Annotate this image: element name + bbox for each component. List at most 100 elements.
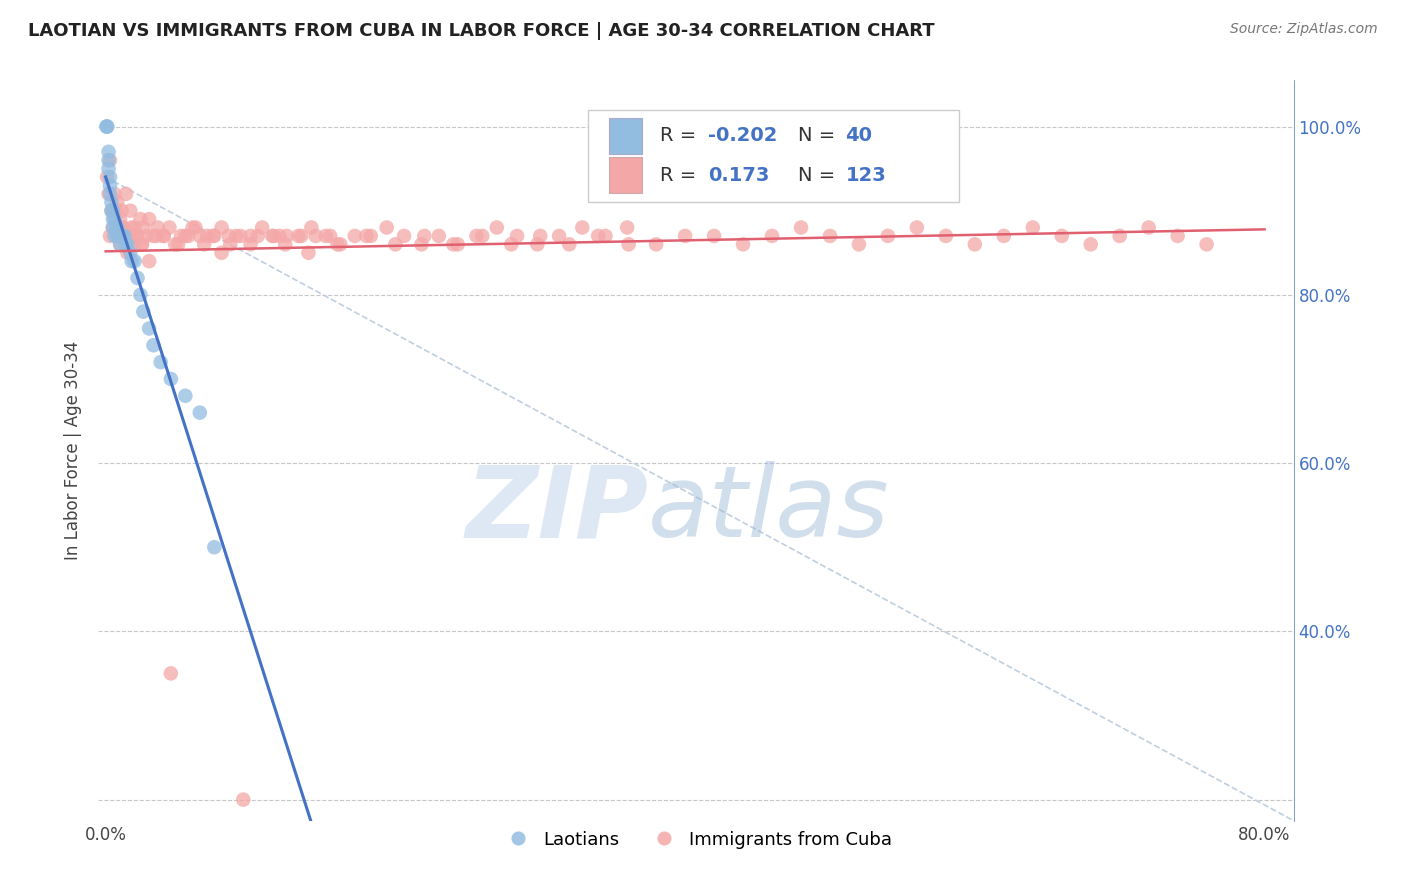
Point — [97, 161, 120, 176]
Point — [120, 245, 142, 260]
Point — [124, 254, 146, 268]
Point — [790, 220, 813, 235]
Point — [384, 237, 406, 252]
Point — [114, 228, 136, 243]
Point — [115, 186, 138, 201]
Point — [127, 228, 149, 243]
Point — [501, 237, 523, 252]
Point — [108, 212, 131, 227]
Point — [441, 237, 464, 252]
Point — [121, 228, 143, 243]
Point — [290, 228, 312, 243]
Point — [263, 228, 285, 243]
Point — [571, 220, 593, 235]
Point — [305, 228, 328, 243]
Text: 40: 40 — [845, 127, 872, 145]
Point — [360, 228, 382, 243]
Text: LAOTIAN VS IMMIGRANTS FROM CUBA IN LABOR FORCE | AGE 30-34 CORRELATION CHART: LAOTIAN VS IMMIGRANTS FROM CUBA IN LABOR… — [28, 22, 935, 40]
Point — [101, 220, 124, 235]
Point — [160, 372, 183, 386]
Point — [103, 186, 125, 201]
Point — [129, 212, 152, 227]
Point — [299, 220, 322, 235]
Point — [411, 237, 433, 252]
Point — [174, 228, 197, 243]
Point — [211, 245, 233, 260]
Point — [818, 228, 841, 243]
Point — [315, 228, 337, 243]
Point — [97, 145, 120, 159]
Point — [262, 228, 284, 243]
Point — [246, 228, 269, 243]
Point — [731, 237, 754, 252]
Point — [239, 228, 262, 243]
Point — [586, 228, 609, 243]
Point — [105, 220, 128, 235]
Text: 123: 123 — [845, 166, 886, 185]
Point — [447, 237, 470, 252]
Point — [135, 228, 157, 243]
Point — [149, 355, 172, 369]
Point — [98, 186, 121, 201]
Point — [105, 195, 128, 210]
Point — [595, 228, 617, 243]
Point — [124, 220, 146, 235]
Point — [195, 228, 218, 243]
Point — [232, 792, 254, 806]
Point — [427, 228, 450, 243]
Point — [131, 237, 153, 252]
Text: 0.173: 0.173 — [709, 166, 769, 185]
Point — [131, 237, 153, 252]
Point — [104, 203, 127, 218]
Point — [218, 228, 240, 243]
Point — [297, 245, 319, 260]
Point — [114, 228, 136, 243]
Text: atlas: atlas — [648, 461, 890, 558]
Point — [703, 228, 725, 243]
Text: N =: N = — [797, 127, 841, 145]
Point — [274, 237, 297, 252]
Point — [96, 120, 118, 134]
Point — [117, 245, 139, 260]
Point — [558, 237, 581, 252]
Point — [506, 228, 529, 243]
Point — [229, 228, 252, 243]
Point — [96, 169, 118, 184]
Legend: Laotians, Immigrants from Cuba: Laotians, Immigrants from Cuba — [492, 823, 900, 856]
Point — [761, 228, 783, 243]
Point — [877, 228, 900, 243]
Point — [98, 178, 121, 193]
Point — [138, 321, 160, 335]
Point — [115, 237, 138, 252]
Point — [108, 237, 131, 252]
Point — [645, 237, 668, 252]
Point — [202, 228, 225, 243]
Point — [167, 237, 190, 252]
Point — [97, 186, 120, 201]
Point — [188, 406, 211, 420]
Point — [329, 237, 352, 252]
Point — [117, 237, 139, 252]
Point — [105, 228, 128, 243]
Point — [138, 212, 160, 227]
Point — [471, 228, 494, 243]
Point — [104, 220, 127, 235]
Point — [201, 228, 224, 243]
Point — [152, 228, 174, 243]
Point — [356, 228, 378, 243]
Point — [905, 220, 928, 235]
Point — [848, 237, 870, 252]
Bar — [609, 157, 643, 193]
Point — [103, 228, 125, 243]
Point — [673, 228, 696, 243]
Point — [108, 228, 131, 243]
Point — [107, 228, 129, 243]
Point — [225, 228, 247, 243]
Text: R =: R = — [661, 127, 703, 145]
Point — [112, 220, 135, 235]
Point — [152, 228, 174, 243]
Point — [145, 228, 167, 243]
Y-axis label: In Labor Force | Age 30-34: In Labor Force | Age 30-34 — [65, 341, 83, 560]
Point — [101, 203, 124, 218]
Point — [100, 203, 122, 218]
